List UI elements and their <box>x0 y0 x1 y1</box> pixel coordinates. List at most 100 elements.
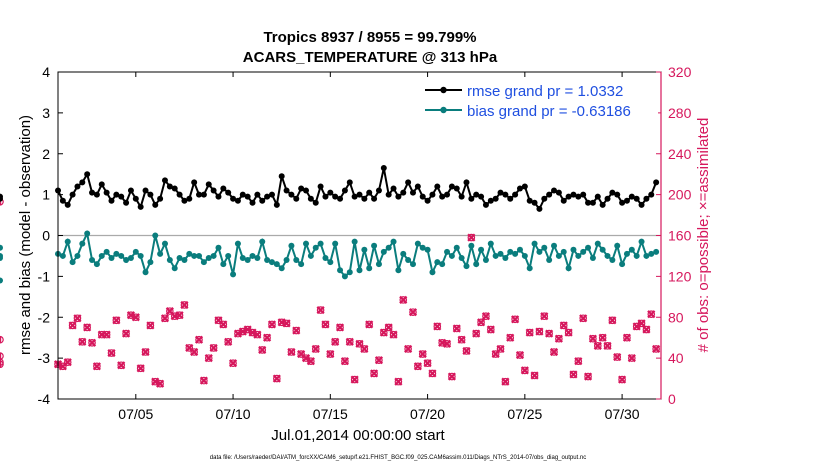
possible-point <box>297 350 305 358</box>
assimilated-cross-b <box>370 369 379 378</box>
assimilated-cross-b <box>292 326 301 335</box>
rmse-point <box>609 189 616 196</box>
possible-point <box>136 364 145 373</box>
assimilated-point <box>447 372 456 381</box>
bias-point <box>468 242 475 249</box>
possible-point <box>273 374 281 383</box>
bias-point <box>385 244 392 251</box>
bias-point <box>434 259 441 266</box>
right-tick-label: 200 <box>668 187 692 203</box>
bias-point <box>123 257 130 264</box>
assimilated-point <box>389 330 398 339</box>
rmse-point <box>560 197 567 204</box>
rmse-point <box>142 187 149 194</box>
assimilated-point <box>540 312 549 321</box>
assimilated-cross-b <box>219 320 228 329</box>
assimilated-point <box>413 362 422 371</box>
assimilated-cross-b <box>87 338 97 347</box>
assimilated-point <box>126 311 136 320</box>
assimilated-point <box>258 345 267 355</box>
bias-point <box>444 248 451 255</box>
rmse-point <box>225 189 232 196</box>
rmse-point <box>327 189 334 196</box>
rmse-point <box>439 193 446 200</box>
possible-point <box>647 310 656 318</box>
assimilated-point <box>68 321 77 330</box>
assimilated-cross-b <box>214 316 223 325</box>
possible-point <box>506 333 515 342</box>
bias-point <box>375 261 382 268</box>
assimilated-cross-b <box>618 375 627 384</box>
bias-point <box>405 257 412 264</box>
assimilated-cross-b <box>452 324 461 333</box>
rmse-point <box>264 193 271 200</box>
assimilated-point <box>525 328 534 337</box>
possible-point <box>384 323 393 332</box>
assimilated-cross-b <box>472 329 481 338</box>
rmse-point <box>254 191 261 198</box>
rmse-point <box>234 197 241 204</box>
assimilated-cross-b <box>603 341 612 350</box>
bias-point <box>278 265 285 272</box>
rmse-point <box>210 187 217 194</box>
assimilated-point <box>219 320 228 329</box>
bias-point <box>0 244 3 251</box>
bias-point <box>288 242 295 249</box>
assimilated-cross-b <box>457 335 466 344</box>
bias-point <box>74 252 81 259</box>
assimilated-point <box>481 312 491 321</box>
rmse-point <box>93 191 100 198</box>
rmse-point <box>332 193 339 200</box>
right-axis-label: # of obs: o=possible; ×=assimilated <box>695 118 712 353</box>
possible-point <box>380 328 388 337</box>
possible-point <box>472 329 481 338</box>
rmse-point <box>395 193 402 200</box>
bias-point <box>643 252 650 259</box>
assimilated-cross-b <box>335 323 345 332</box>
rmse-point <box>196 191 203 198</box>
rmse-point <box>303 187 310 194</box>
possible-point <box>389 330 398 339</box>
assimilated-point <box>433 322 442 331</box>
bias-point <box>502 254 509 261</box>
bias-line <box>57 230 657 278</box>
footer-data-file: data file: /Users/raeder/DAI/ATM_forcXX/… <box>210 455 586 461</box>
assimilated-point <box>306 357 315 366</box>
rmse-point <box>215 193 222 200</box>
assimilated-cross-b <box>549 347 559 357</box>
series-layer <box>0 165 661 388</box>
possible-point <box>258 346 267 354</box>
possible-point <box>394 377 403 386</box>
assimilated-point <box>238 327 247 336</box>
rmse-point <box>526 197 533 204</box>
assimilated-cross-b <box>627 354 636 363</box>
assimilated-cross-b <box>156 379 165 388</box>
bias-point <box>546 257 553 264</box>
assimilated-point <box>204 354 213 363</box>
x-tick-label: 07/15 <box>313 406 348 422</box>
rmse-point <box>429 191 436 198</box>
bias-point <box>400 250 407 257</box>
assimilated-point <box>394 377 403 386</box>
rmse-point <box>307 195 314 202</box>
assimilated-cross-b <box>447 372 456 381</box>
right-tick-label: 240 <box>668 146 692 162</box>
possible-point <box>652 345 660 353</box>
possible-point <box>219 320 228 329</box>
possible-point <box>501 377 510 386</box>
right-tick-label: 40 <box>668 350 684 366</box>
left-tick-label: -2 <box>38 309 51 325</box>
bias-point <box>244 257 251 264</box>
rmse-point <box>400 189 407 196</box>
bias-point <box>152 232 159 239</box>
assimilated-point <box>457 335 466 344</box>
assimilated-point <box>316 306 325 315</box>
rmse-point <box>419 193 426 200</box>
possible-point <box>350 375 359 384</box>
possible-point <box>345 337 354 346</box>
assimilated-point <box>423 359 432 368</box>
legend-bias-label: bias grand pr = -0.63186 <box>467 103 631 120</box>
rmse-point <box>555 189 562 196</box>
possible-point <box>63 358 72 367</box>
bias-point <box>614 242 621 249</box>
